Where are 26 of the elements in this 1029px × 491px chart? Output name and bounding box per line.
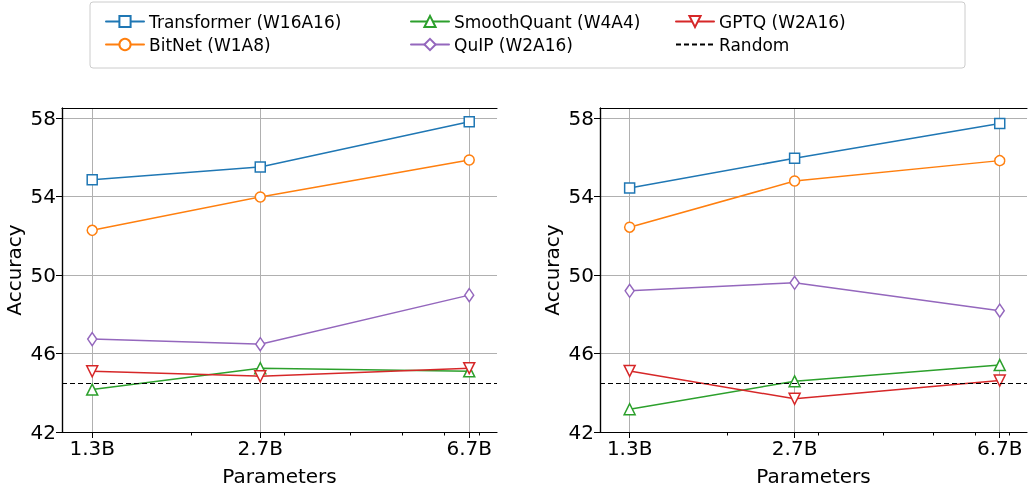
x-tick-label: 1.3B	[606, 436, 653, 460]
y-tick-label: 54	[30, 184, 56, 209]
x-axis-title: Parameters	[222, 464, 337, 488]
y-axis-title: Accuracy	[540, 224, 564, 316]
legend-label: Transformer (W16A16)	[148, 11, 342, 32]
x-axis-title: Parameters	[756, 464, 871, 488]
legend-label: Random	[719, 34, 790, 55]
y-tick-label: 54	[568, 184, 594, 209]
y-tick-label: 50	[30, 262, 56, 287]
x-tick-label: 2.7B	[771, 436, 818, 460]
x-tick-label: 6.7B	[976, 436, 1023, 460]
y-tick-label: 58	[30, 105, 56, 130]
x-tick-label: 2.7B	[237, 436, 284, 460]
y-tick-label: 42	[568, 420, 594, 444]
legend-label: QuIP (W2A16)	[454, 34, 573, 55]
y-tick-label: 50	[568, 262, 594, 287]
x-tick-label: 6.7B	[446, 436, 492, 460]
y-axis-title: Accuracy	[2, 224, 26, 316]
legend-label: BitNet (W1A8)	[149, 34, 271, 55]
legend-label: SmoothQuant (W4A4)	[454, 11, 641, 32]
y-tick-label: 46	[30, 341, 56, 366]
legend-label: GPTQ (W2A16)	[719, 11, 846, 32]
y-tick-label: 58	[568, 105, 594, 130]
y-tick-label: 46	[568, 341, 594, 366]
y-tick-label: 42	[30, 420, 56, 444]
x-tick-label: 1.3B	[69, 436, 115, 460]
